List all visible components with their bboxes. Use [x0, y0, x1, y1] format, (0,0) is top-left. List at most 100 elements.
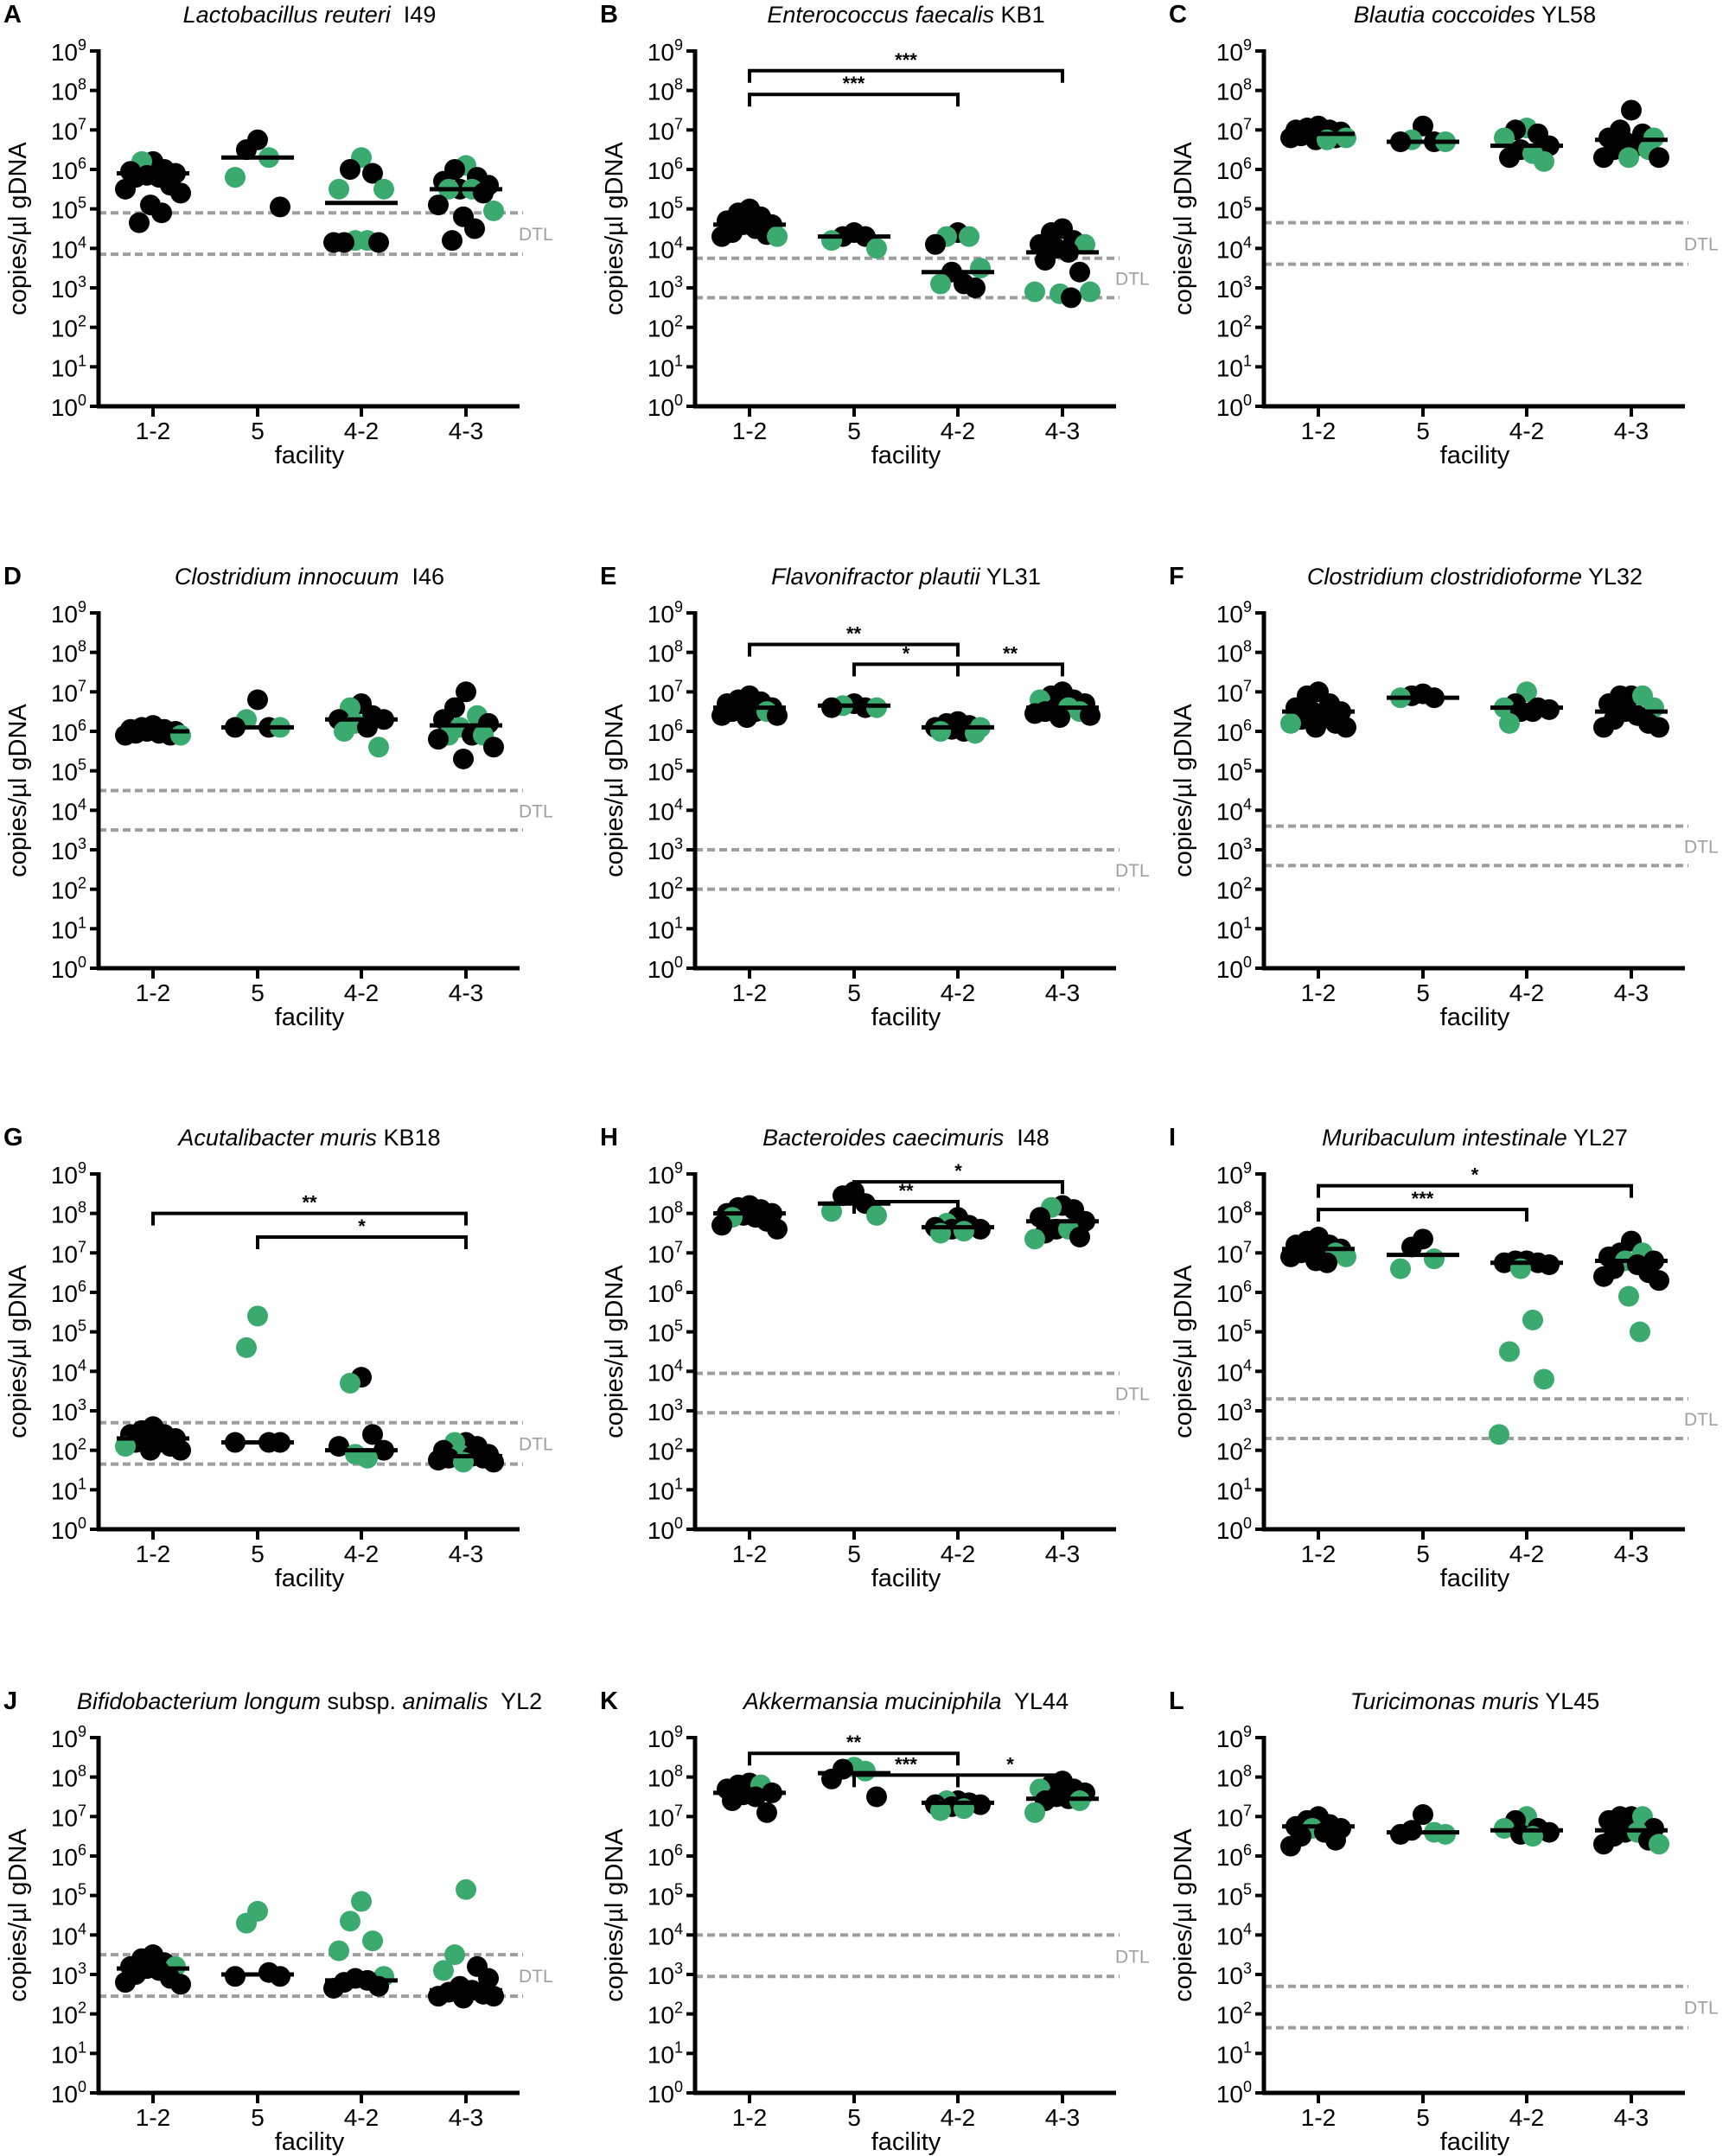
data-point-green	[1024, 1228, 1045, 1250]
y-tick-base: 10	[51, 916, 78, 943]
significance-bracket	[748, 92, 960, 107]
y-tick-exponent: 7	[674, 1238, 683, 1255]
y-tick-exponent: 7	[1243, 677, 1252, 694]
y-tick-base: 10	[648, 838, 674, 864]
data-point-green	[970, 258, 991, 279]
x-tick-label: 5	[251, 1540, 265, 1567]
title-species-italic: Turicimonas muris	[1350, 1688, 1540, 1714]
y-tick-exponent: 9	[78, 1159, 86, 1177]
y-tick-label: 108	[51, 76, 86, 105]
data-point-black	[1593, 717, 1614, 738]
title-strain: YL32	[1582, 564, 1643, 590]
data-point-green	[170, 724, 191, 746]
y-tick-label: 100	[1216, 954, 1252, 983]
x-tick-label: 4-2	[1509, 2104, 1544, 2131]
data-point-black	[323, 232, 344, 253]
y-tick-base: 10	[648, 1320, 674, 1347]
data-point-black	[236, 139, 257, 161]
y-tick-label: 107	[51, 115, 86, 144]
y-tick-label: 103	[1216, 273, 1252, 303]
y-tick-base: 10	[1216, 1804, 1243, 1831]
y-tick-base: 10	[1216, 1477, 1243, 1504]
title-species-italic: Blautia coccoides	[1354, 2, 1535, 28]
y-tick-base: 10	[648, 118, 674, 144]
panel-title: Enterococcus faecalis KB1	[767, 2, 1044, 28]
y-tick-exponent: 4	[674, 795, 683, 813]
data-point-black	[833, 1185, 853, 1207]
y-axis-label: copies/µl gDNA	[601, 1265, 628, 1438]
y-tick-label: 105	[1216, 756, 1252, 786]
y-tick-base: 10	[51, 1162, 78, 1189]
x-tick-label: 4-2	[941, 1540, 975, 1567]
y-tick-label: 105	[648, 1881, 683, 1910]
y-tick-exponent: 7	[1243, 1238, 1252, 1255]
y-tick-label: 102	[51, 875, 86, 904]
y-tick-label: 107	[1216, 677, 1252, 706]
y-tick-exponent: 9	[78, 36, 86, 54]
panel-letter: E	[600, 563, 616, 590]
x-tick-label: 4-2	[941, 418, 975, 444]
y-tick-label: 105	[1216, 1881, 1252, 1910]
y-tick-base: 10	[648, 1804, 674, 1831]
y-tick-base: 10	[1216, 1884, 1243, 1910]
title-species-italic: Flavonifractor plautii	[771, 564, 981, 590]
y-tick-label: 109	[1216, 1723, 1252, 1752]
y-tick-base: 10	[1216, 2002, 1243, 2029]
y-tick-exponent: 2	[1243, 2000, 1252, 2017]
y-tick-label: 102	[1216, 2000, 1252, 2029]
data-point-green	[821, 230, 842, 252]
y-tick-exponent: 1	[78, 2038, 86, 2056]
y-tick-label: 106	[51, 1278, 86, 1307]
data-point-black	[1649, 147, 1669, 169]
y-tick-base: 10	[648, 1923, 674, 1949]
y-tick-label: 100	[51, 2078, 86, 2108]
y-tick-exponent: 1	[674, 1475, 683, 1492]
y-tick-exponent: 4	[674, 1356, 683, 1374]
y-tick-base: 10	[648, 394, 674, 421]
x-tick-label: 5	[1416, 418, 1430, 444]
data-point-green	[866, 1204, 887, 1226]
y-axis-label: copies/µl gDNA	[601, 1828, 628, 2002]
y-tick-base: 10	[1216, 877, 1243, 904]
significance-bracket	[748, 68, 1064, 83]
x-tick-label: 4-2	[344, 979, 379, 1006]
y-tick-exponent: 0	[1243, 392, 1252, 409]
y-tick-exponent: 0	[78, 392, 86, 409]
data-point-black	[456, 681, 476, 703]
x-tick-label: 4-2	[1509, 418, 1544, 444]
data-point-green	[225, 167, 246, 188]
y-tick-base: 10	[51, 1359, 78, 1386]
y-tick-exponent: 3	[78, 1396, 86, 1413]
y-tick-exponent: 3	[78, 1960, 86, 1977]
data-point-green	[1075, 233, 1095, 255]
y-tick-exponent: 8	[1243, 638, 1252, 655]
y-tick-exponent: 6	[78, 717, 86, 734]
y-tick-exponent: 9	[1243, 1159, 1252, 1177]
y-tick-base: 10	[648, 79, 674, 105]
panel-title: Bifidobacterium longum subsp. animalis Y…	[77, 1688, 542, 1714]
data-point-green	[1080, 281, 1101, 303]
x-axis-label: facility	[1440, 442, 1510, 469]
y-tick-label: 102	[648, 313, 683, 342]
y-tick-label: 109	[648, 598, 683, 628]
y-tick-exponent: 7	[78, 115, 86, 132]
y-tick-label: 101	[1216, 352, 1252, 381]
y-tick-exponent: 5	[1243, 1881, 1252, 1898]
panel-title: Lactobacillus reuteri I49	[183, 2, 437, 28]
y-tick-exponent: 5	[78, 195, 86, 212]
y-tick-base: 10	[1216, 1725, 1243, 1752]
title-species-italic: Clostridium innocuum	[175, 564, 399, 590]
data-point-green	[483, 200, 504, 221]
y-tick-exponent: 1	[1243, 352, 1252, 369]
y-tick-base: 10	[51, 39, 78, 66]
y-axis-label: copies/µl gDNA	[4, 1828, 32, 2002]
y-tick-label: 106	[648, 155, 683, 184]
y-tick-base: 10	[51, 1725, 78, 1752]
panel-title: Clostridium innocuum I46	[175, 564, 444, 590]
y-tick-base: 10	[1216, 1399, 1243, 1426]
y-tick-exponent: 3	[1243, 1960, 1252, 1977]
x-tick-label: 4-3	[1045, 2104, 1080, 2131]
title-species-italic: Bifidobacterium longum	[77, 1688, 321, 1714]
x-axis-label: facility	[1440, 1004, 1510, 1031]
y-tick-base: 10	[1216, 1241, 1243, 1267]
